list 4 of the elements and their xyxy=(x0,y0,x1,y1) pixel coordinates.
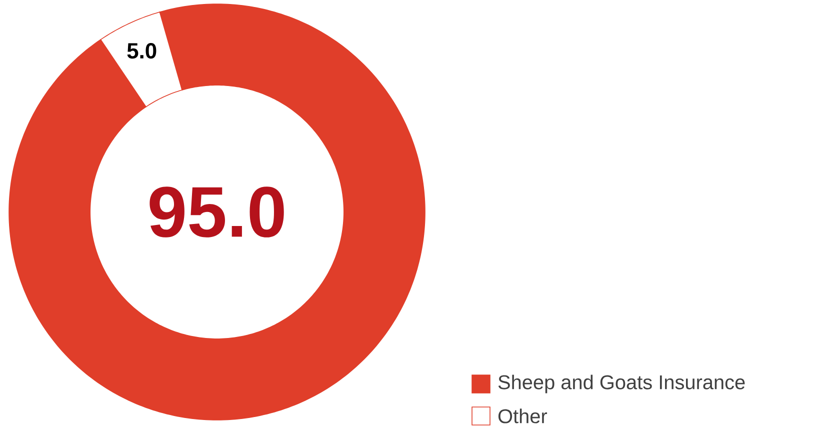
legend-label: Sheep and Goats Insurance xyxy=(498,374,745,394)
legend-label: Other xyxy=(498,408,548,424)
data-label: 95.0 xyxy=(150,186,284,238)
data-label: 5.0 xyxy=(127,43,156,59)
